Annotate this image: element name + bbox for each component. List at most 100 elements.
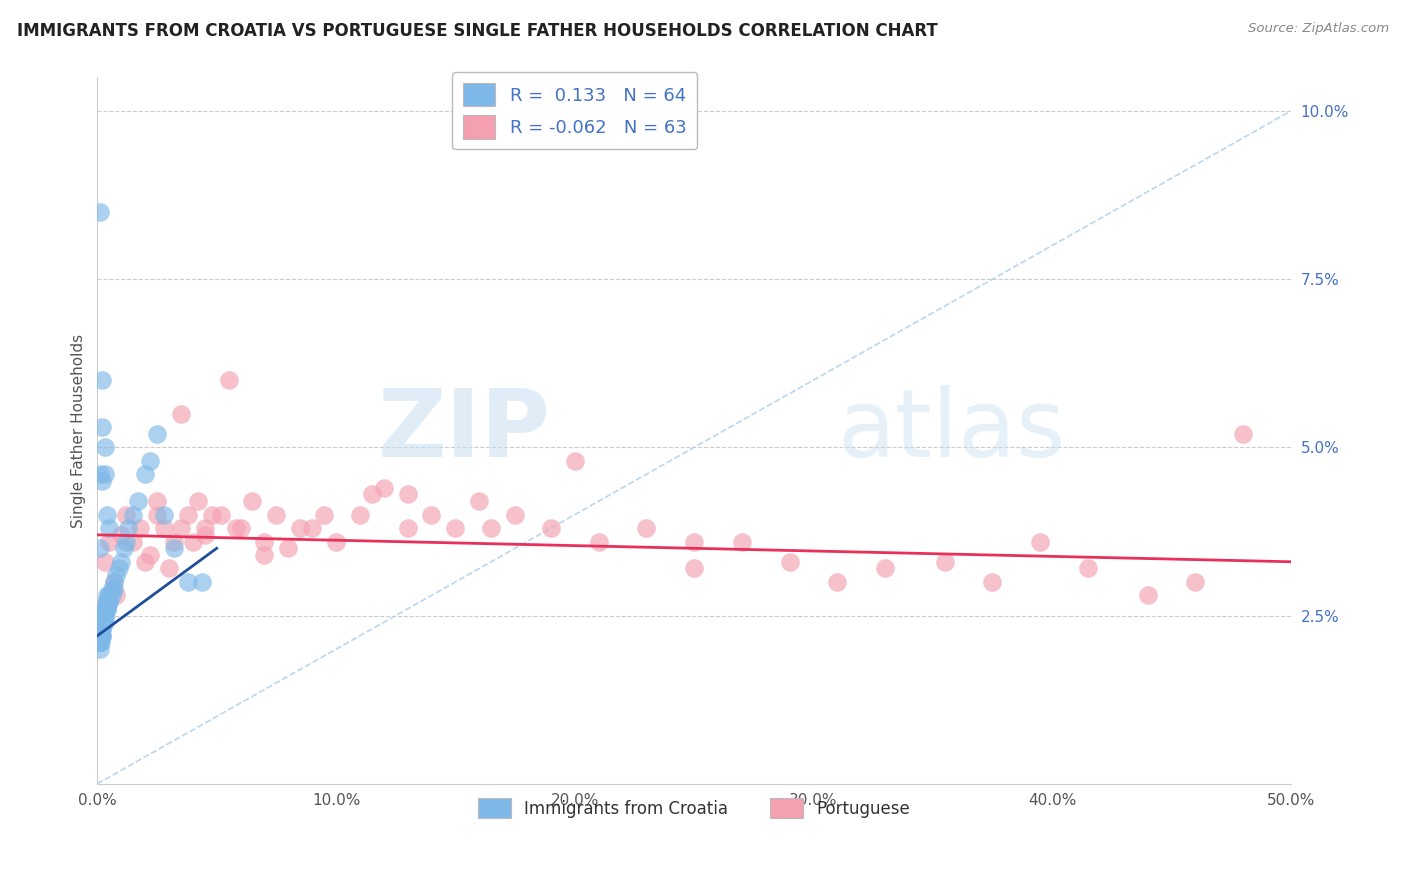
Point — [253, 534, 276, 549]
Point — [129, 521, 152, 535]
Point — [96, 602, 118, 616]
Point — [89, 629, 111, 643]
Point — [91, 622, 114, 636]
Point — [91, 622, 114, 636]
Point — [89, 205, 111, 219]
Point — [93, 555, 115, 569]
Point — [1184, 574, 1206, 589]
Point — [177, 508, 200, 522]
Point — [98, 521, 121, 535]
Point — [163, 541, 186, 556]
Point — [96, 588, 118, 602]
Point — [98, 534, 121, 549]
Point — [1136, 588, 1159, 602]
Y-axis label: Single Father Households: Single Father Households — [72, 334, 86, 528]
Point — [170, 521, 193, 535]
Point — [1232, 426, 1254, 441]
Point — [90, 635, 112, 649]
Point — [146, 426, 169, 441]
Point — [277, 541, 299, 556]
Point — [96, 508, 118, 522]
Point — [93, 467, 115, 482]
Point — [94, 595, 117, 609]
Point — [146, 494, 169, 508]
Point — [91, 474, 114, 488]
Point — [91, 629, 114, 643]
Point — [1077, 561, 1099, 575]
Point — [177, 574, 200, 589]
Point — [127, 494, 149, 508]
Point — [100, 588, 122, 602]
Point — [96, 602, 118, 616]
Point — [157, 561, 180, 575]
Point — [93, 608, 115, 623]
Point — [112, 541, 135, 556]
Point — [100, 582, 122, 596]
Point — [349, 508, 371, 522]
Point — [103, 574, 125, 589]
Point — [683, 534, 706, 549]
Point — [181, 534, 204, 549]
Point — [91, 615, 114, 630]
Point — [588, 534, 610, 549]
Point — [191, 574, 214, 589]
Point — [218, 373, 240, 387]
Point — [89, 642, 111, 657]
Point — [636, 521, 658, 535]
Point — [105, 588, 128, 602]
Point — [115, 534, 138, 549]
Point — [89, 635, 111, 649]
Point — [225, 521, 247, 535]
Point — [89, 629, 111, 643]
Legend: Immigrants from Croatia, Portuguese: Immigrants from Croatia, Portuguese — [471, 791, 917, 825]
Point — [153, 521, 176, 535]
Point — [134, 467, 156, 482]
Point — [540, 521, 562, 535]
Point — [194, 521, 217, 535]
Point — [103, 582, 125, 596]
Text: ZIP: ZIP — [378, 384, 551, 476]
Point — [731, 534, 754, 549]
Point — [122, 508, 145, 522]
Point — [91, 615, 114, 630]
Point — [825, 574, 848, 589]
Point — [90, 622, 112, 636]
Point — [981, 574, 1004, 589]
Point — [89, 635, 111, 649]
Point — [779, 555, 801, 569]
Point — [110, 555, 132, 569]
Text: atlas: atlas — [837, 384, 1066, 476]
Point — [139, 548, 162, 562]
Point — [89, 541, 111, 556]
Point — [96, 595, 118, 609]
Point — [98, 588, 121, 602]
Point — [91, 608, 114, 623]
Point — [93, 441, 115, 455]
Point — [91, 373, 114, 387]
Point — [98, 595, 121, 609]
Text: Source: ZipAtlas.com: Source: ZipAtlas.com — [1249, 22, 1389, 36]
Point — [396, 487, 419, 501]
Point — [503, 508, 526, 522]
Point — [290, 521, 312, 535]
Point — [1029, 534, 1052, 549]
Point — [873, 561, 896, 575]
Point — [683, 561, 706, 575]
Point — [170, 407, 193, 421]
Point — [115, 508, 138, 522]
Point — [93, 608, 115, 623]
Point — [110, 528, 132, 542]
Point — [146, 508, 169, 522]
Point — [266, 508, 288, 522]
Point — [314, 508, 336, 522]
Point — [479, 521, 502, 535]
Point — [117, 521, 139, 535]
Point — [564, 454, 586, 468]
Point — [91, 608, 114, 623]
Point — [89, 467, 111, 482]
Point — [153, 508, 176, 522]
Point — [253, 548, 276, 562]
Point — [468, 494, 491, 508]
Point — [87, 622, 110, 636]
Point — [91, 615, 114, 630]
